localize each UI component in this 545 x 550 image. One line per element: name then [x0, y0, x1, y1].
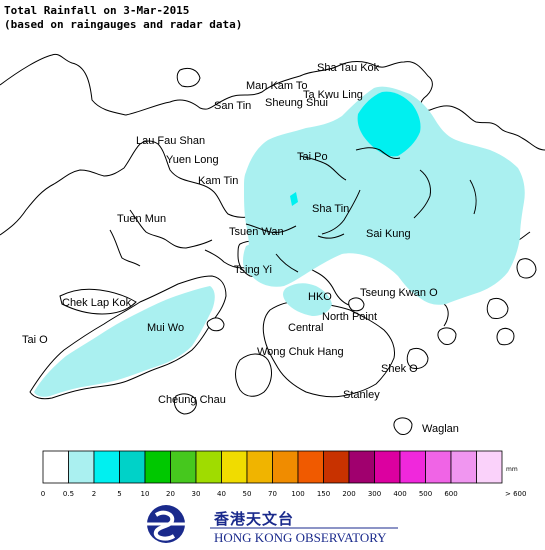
legend-tick-label: 300 — [368, 490, 381, 498]
legend-cell — [450, 450, 477, 484]
rain-area-kowloon — [283, 283, 332, 316]
hko-logo-emblem — [147, 505, 185, 543]
label-chek-lap-kok: Chek Lap Kok — [62, 297, 132, 309]
legend-tick-label: 200 — [342, 490, 355, 498]
legend-tick-label: 400 — [393, 490, 406, 498]
label-tseung-kwan-o: Tseung Kwan O — [360, 287, 438, 299]
label-lau-fau-shan: Lau Fau Shan — [136, 135, 205, 147]
label-tsing-yi: Tsing Yi — [234, 264, 272, 276]
label-yuen-long: Yuen Long — [166, 154, 219, 166]
legend-cell — [246, 450, 273, 484]
map-title: Total Rainfall on 3-Mar-2015 — [4, 4, 190, 17]
label-sai-kung: Sai Kung — [366, 228, 411, 240]
logo-english-name: HONG KONG OBSERVATORY — [214, 530, 387, 545]
legend-cell — [170, 450, 197, 484]
label-tai-po: Tai Po — [297, 151, 328, 163]
map-subtitle: (based on raingauges and radar data) — [4, 18, 243, 31]
rain-area-0.5-2mm — [34, 86, 525, 397]
label-cheung-chau: Cheung Chau — [158, 394, 226, 406]
label-mui-wo: Mui Wo — [147, 322, 184, 334]
legend-cell — [323, 450, 350, 484]
legend-tick-label: 30 — [192, 490, 201, 498]
legend-cell — [297, 450, 324, 484]
legend-cell — [476, 450, 503, 484]
legend-cell — [93, 450, 120, 484]
legend-cell — [272, 450, 299, 484]
label-tai-o: Tai O — [22, 334, 48, 346]
label-san-tin: San Tin — [214, 100, 251, 112]
legend-tick-label: 50 — [243, 490, 252, 498]
label-north-point: North Point — [322, 311, 377, 323]
legend-cell — [119, 450, 146, 484]
legend-cell — [68, 450, 95, 484]
legend-unit: mm — [506, 466, 518, 473]
legend-tick-label: 40 — [217, 490, 226, 498]
rain-area-tsing-yi — [243, 243, 271, 277]
legend-tick-label: 100 — [291, 490, 304, 498]
label-ta-kwu-ling: Ta Kwu Ling — [303, 89, 363, 101]
label-hko: HKO — [308, 291, 332, 303]
label-sha-tin: Sha Tin — [312, 203, 349, 215]
label-sheung-shui: Sheung Shui — [265, 97, 328, 109]
label-sha-tau-kok: Sha Tau Kok — [317, 62, 380, 74]
legend-tick-label: 70 — [268, 490, 277, 498]
legend-tick-label: 500 — [419, 490, 432, 498]
legend-tick-label: 0 — [41, 490, 45, 498]
rain-area-5-10mm — [290, 91, 421, 206]
label-stanley: Stanley — [343, 389, 380, 401]
label-shek-o: Shek O — [381, 363, 418, 375]
legend-tick-label: 5 — [117, 490, 121, 498]
legend-tick-label: 150 — [317, 490, 330, 498]
legend-tick-label: 20 — [166, 490, 175, 498]
rain-area-lantau — [34, 286, 215, 397]
label-tuen-mun: Tuen Mun — [117, 213, 166, 225]
legend-color-bar — [42, 450, 503, 484]
label-wong-chuk-hang: Wong Chuk Hang — [257, 346, 344, 358]
legend-cell — [374, 450, 401, 484]
rain-area-central — [244, 86, 525, 305]
logo-chinese-name: 香港天文台 — [214, 510, 295, 528]
legend-tick-label: > 600 — [505, 490, 526, 498]
legend-tick-label: 10 — [141, 490, 150, 498]
legend-cell — [425, 450, 452, 484]
legend-cell — [399, 450, 426, 484]
label-waglan: Waglan — [422, 423, 459, 435]
legend-tick-label: 2 — [92, 490, 96, 498]
legend-cell — [144, 450, 171, 484]
place-labels: Sha Tau Kok Man Kam To Ta Kwu Ling San T… — [22, 62, 459, 435]
rain-area-north — [357, 91, 421, 157]
label-tsuen-wan: Tsuen Wan — [229, 226, 284, 238]
legend-tick-labels: 0 0.5 2 5 10 20 30 40 50 70 100 150 200 300 400 500 600 >… — [41, 490, 527, 498]
rain-area-spot — [290, 192, 298, 206]
legend-tick-label: 600 — [444, 490, 457, 498]
label-kam-tin: Kam Tin — [198, 175, 238, 187]
legend-cell — [348, 450, 375, 484]
legend-cell — [42, 450, 69, 484]
legend-cell — [195, 450, 222, 484]
coastline-overlay — [245, 147, 477, 273]
legend-cell — [221, 450, 248, 484]
label-central: Central — [288, 322, 323, 334]
label-man-kam-to: Man Kam To — [246, 80, 308, 92]
legend-tick-label: 0.5 — [63, 490, 74, 498]
